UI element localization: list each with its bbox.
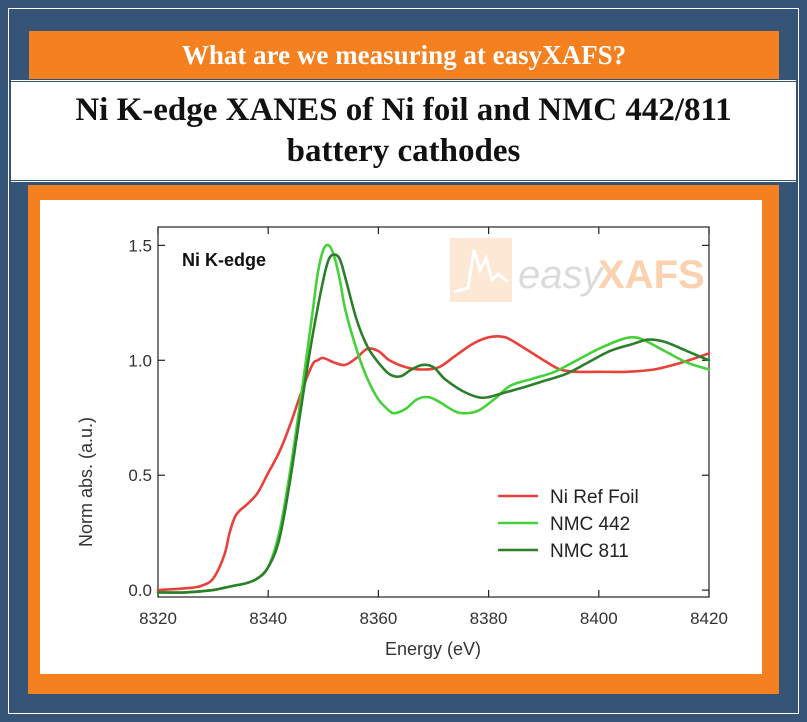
easyxafs-logo: easy XAFS [450,238,705,302]
axis-ticks: 8320 8340 8360 8380 8400 8420 0.0 0.5 1.0 1.5 [128,227,728,628]
series-lines [156,243,711,594]
x-tick-label: 8420 [690,609,728,628]
x-axis-label: Energy (eV) [385,639,481,659]
y-axis-label: Norm abs. (a.u.) [76,417,96,547]
logo-text-light: easy [518,253,605,297]
series-line-ni-ref-foil [156,335,711,592]
x-tick-label: 8340 [249,609,287,628]
chart-panel: easy XAFS 8320 8340 8360 8380 8400 8420 0.0 0.5… [40,200,762,674]
y-tick-label: 0.5 [128,466,152,485]
xanes-chart: easy XAFS 8320 8340 8360 8380 8400 8420 0.0 0.5… [76,226,728,659]
header-banner: What are we measuring at easyXAFS? [29,31,779,79]
legend-label: NMC 442 [550,514,630,535]
x-tick-label: 8320 [139,609,177,628]
y-tick-label: 1.0 [128,351,152,370]
outer-frame [8,8,799,714]
title-box: Ni K-edge XANES of Ni foil and NMC 442/8… [11,79,796,183]
y-tick-label: 1.5 [128,236,152,255]
y-tick-label: 0.0 [128,581,152,600]
series-line-nmc-811 [156,253,711,594]
banner-text: What are we measuring at easyXAFS? [181,39,627,70]
logo-text-bold: XAFS [598,253,705,297]
x-tick-label: 8360 [359,609,397,628]
legend: Ni Ref Foil NMC 442 NMC 811 [498,487,639,562]
chart-annotation: Ni K-edge [182,250,266,270]
x-tick-label: 8400 [580,609,618,628]
plot-frame [157,226,710,598]
legend-label: Ni Ref Foil [550,487,639,508]
legend-label: NMC 811 [550,541,629,562]
logo-spectrum-icon [453,249,509,294]
page-title: Ni K-edge XANES of Ni foil and NMC 442/8… [75,92,732,169]
x-tick-label: 8380 [470,609,508,628]
logo-box [450,238,512,302]
